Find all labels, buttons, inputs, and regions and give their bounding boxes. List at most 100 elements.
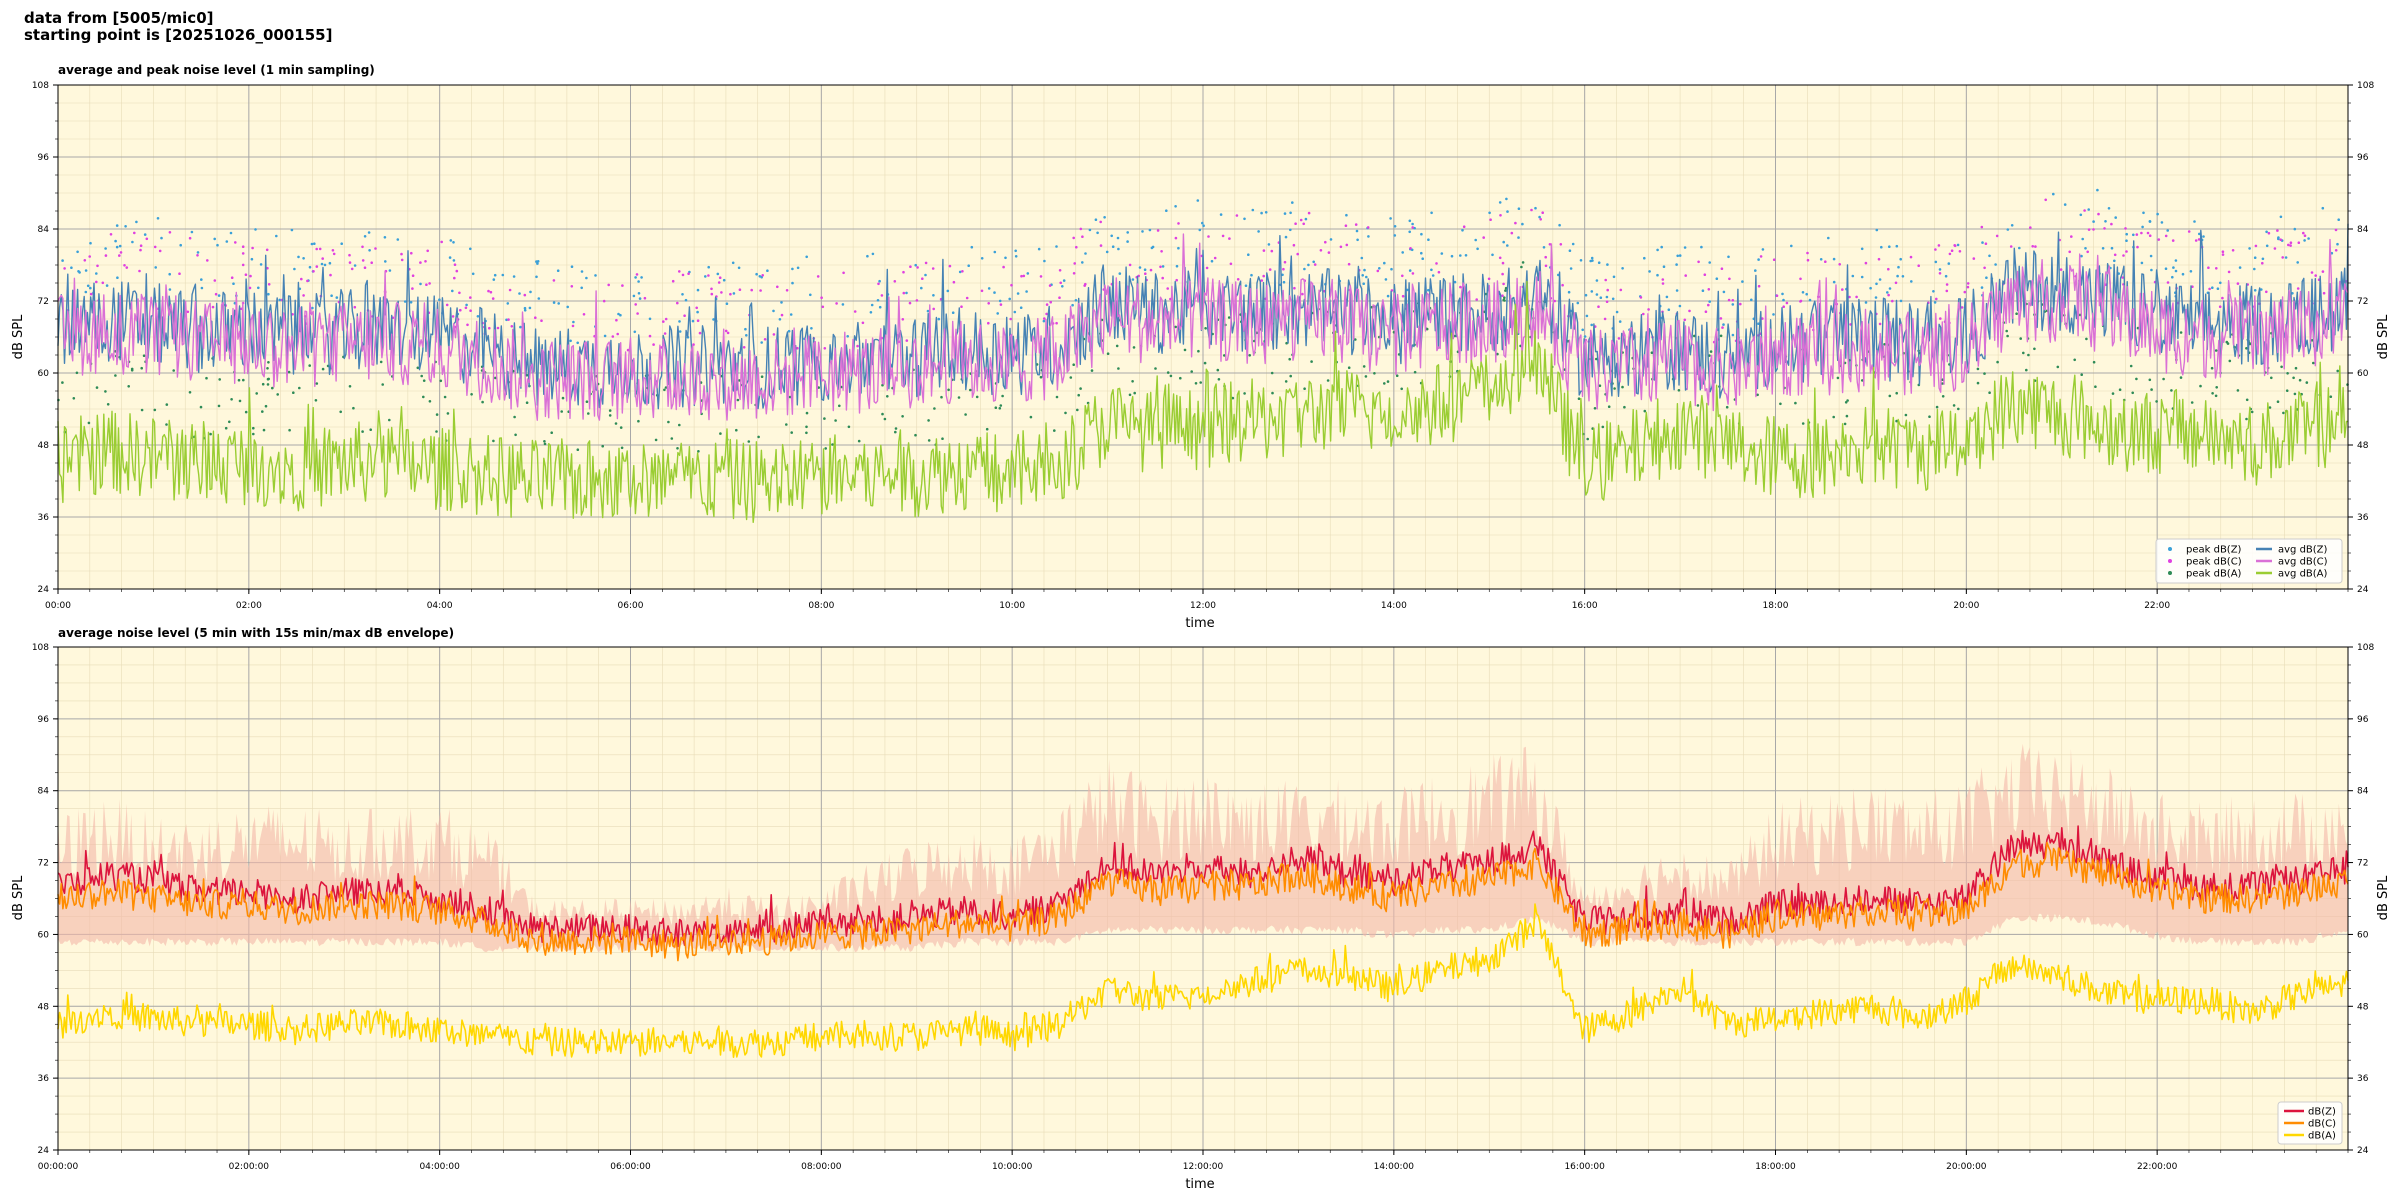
peak-point bbox=[84, 269, 88, 272]
legend: dB(Z)dB(C)dB(A) bbox=[2277, 1101, 2343, 1145]
x-tick-label: 16:00 bbox=[1572, 601, 1598, 611]
peak-point bbox=[1980, 286, 1984, 289]
peak-point bbox=[2022, 351, 2025, 355]
peak-point bbox=[2094, 385, 2097, 389]
peak-point bbox=[114, 239, 117, 243]
peak-point bbox=[1376, 269, 1380, 273]
peak-point bbox=[1045, 303, 1049, 306]
peak-point bbox=[1389, 217, 1392, 220]
peak-point bbox=[1161, 265, 1165, 268]
y-tick-label-right: 24 bbox=[2357, 585, 2369, 595]
peak-point bbox=[1482, 236, 1485, 239]
peak-point bbox=[576, 341, 579, 345]
peak-point bbox=[823, 347, 827, 350]
peak-point bbox=[662, 320, 665, 323]
peak-point bbox=[1899, 299, 1903, 303]
peak-point bbox=[921, 277, 924, 281]
peak-point bbox=[1693, 334, 1696, 338]
y-tick-label: 72 bbox=[38, 297, 49, 307]
peak-point bbox=[1593, 407, 1597, 410]
peak-point bbox=[620, 446, 624, 450]
peak-point bbox=[400, 258, 404, 262]
peak-point bbox=[759, 289, 762, 292]
peak-point bbox=[1725, 405, 1729, 409]
peak-point bbox=[1020, 274, 1023, 278]
peak-point bbox=[717, 281, 721, 284]
y-tick-label: 60 bbox=[38, 930, 50, 940]
peak-point bbox=[1878, 278, 1882, 281]
peak-point bbox=[2101, 247, 2105, 250]
peak-point bbox=[1935, 297, 1938, 301]
peak-point bbox=[664, 386, 668, 389]
peak-point bbox=[576, 448, 580, 452]
peak-point bbox=[1393, 234, 1397, 237]
peak-point bbox=[1707, 303, 1710, 307]
peak-point bbox=[435, 430, 438, 433]
peak-point bbox=[840, 385, 843, 389]
peak-point bbox=[831, 443, 834, 446]
peak-point bbox=[2189, 270, 2193, 273]
peak-point bbox=[1476, 247, 1479, 251]
peak-point bbox=[1303, 267, 1306, 271]
peak-point bbox=[1411, 226, 1414, 229]
peak-point bbox=[1498, 256, 1502, 260]
peak-point bbox=[1055, 321, 1058, 325]
peak-point bbox=[2135, 377, 2138, 381]
peak-point bbox=[292, 391, 295, 395]
peak-point bbox=[1223, 354, 1226, 357]
peak-point bbox=[1952, 404, 1956, 407]
peak-point bbox=[2219, 281, 2222, 285]
peak-point bbox=[168, 288, 172, 291]
peak-point bbox=[252, 426, 255, 430]
peak-point bbox=[1004, 256, 1007, 260]
peak-point bbox=[2019, 337, 2022, 340]
chart-avg-peak: average and peak noise level (1 min samp… bbox=[11, 63, 2391, 631]
peak-point bbox=[1029, 415, 1033, 419]
peak-point bbox=[84, 290, 88, 294]
peak-point bbox=[1383, 382, 1386, 385]
envelope-band bbox=[58, 743, 2348, 953]
peak-point bbox=[1617, 337, 1621, 340]
peak-point bbox=[1995, 234, 1999, 238]
peak-point bbox=[594, 274, 597, 277]
peak-point bbox=[1604, 278, 1607, 282]
peak-point bbox=[1072, 363, 1075, 367]
peak-point bbox=[2215, 267, 2218, 270]
peak-point bbox=[2261, 257, 2265, 261]
peak-point bbox=[614, 422, 618, 425]
peak-point bbox=[2302, 231, 2305, 235]
peak-point bbox=[1675, 263, 1678, 266]
peak-point bbox=[1958, 250, 1962, 253]
peak-point bbox=[459, 308, 462, 312]
peak-point bbox=[1345, 243, 1349, 247]
peak-point bbox=[1165, 209, 1168, 212]
peak-point bbox=[2296, 261, 2299, 264]
peak-point bbox=[1243, 392, 1246, 395]
peak-point bbox=[523, 309, 527, 312]
peak-point bbox=[388, 269, 392, 272]
peak-point bbox=[1174, 236, 1178, 240]
peak-point bbox=[1083, 284, 1086, 287]
peak-point bbox=[1362, 365, 1366, 368]
peak-point bbox=[419, 282, 422, 286]
peak-point bbox=[131, 240, 134, 244]
peak-point bbox=[297, 255, 300, 259]
peak-point bbox=[2174, 259, 2178, 262]
peak-point bbox=[114, 374, 117, 377]
peak-point bbox=[681, 273, 685, 277]
peak-point bbox=[275, 234, 278, 238]
peak-point bbox=[1039, 375, 1043, 379]
peak-point bbox=[1880, 245, 1883, 249]
peak-point bbox=[1678, 254, 1682, 257]
peak-point bbox=[603, 334, 607, 338]
peak-point bbox=[1013, 310, 1017, 314]
peak-point bbox=[687, 272, 690, 276]
peak-point bbox=[1665, 295, 1669, 299]
peak-point bbox=[2287, 243, 2290, 247]
x-tick-label: 02:00:00 bbox=[229, 1162, 270, 1172]
peak-point bbox=[731, 261, 735, 265]
peak-point bbox=[869, 311, 873, 314]
peak-point bbox=[2083, 209, 2086, 212]
y-tick-label: 36 bbox=[38, 1074, 50, 1084]
peak-point bbox=[2305, 381, 2309, 384]
